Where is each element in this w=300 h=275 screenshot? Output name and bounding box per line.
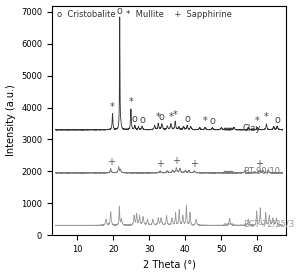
Text: *: *: [173, 110, 178, 120]
Text: o: o: [159, 112, 165, 122]
Text: Clay: Clay: [243, 124, 261, 133]
Text: *: *: [264, 112, 269, 122]
Text: *: *: [169, 112, 173, 122]
Text: BT-90/10: BT-90/10: [243, 167, 280, 176]
Text: BCT-72/25/3: BCT-72/25/3: [243, 219, 294, 229]
Text: *: *: [110, 102, 115, 112]
Text: o: o: [132, 114, 138, 124]
Text: +: +: [255, 158, 263, 169]
Text: *: *: [156, 112, 161, 122]
Y-axis label: Intensity (a.u.): Intensity (a.u.): [6, 84, 16, 156]
Text: o: o: [184, 114, 190, 124]
Text: *: *: [203, 116, 208, 126]
Text: o: o: [139, 114, 145, 125]
Text: +: +: [107, 157, 115, 167]
X-axis label: 2 Theta (°): 2 Theta (°): [143, 259, 196, 270]
Text: +: +: [156, 159, 164, 169]
Text: *: *: [255, 116, 260, 126]
Text: o  Cristobalite    *  Mullite    +  Sapphirine: o Cristobalite * Mullite + Sapphirine: [57, 10, 232, 19]
Text: o: o: [209, 116, 215, 126]
Text: o: o: [274, 114, 280, 125]
Text: +: +: [172, 156, 180, 166]
Text: o: o: [117, 6, 123, 16]
Text: *: *: [128, 97, 133, 107]
Text: +: +: [190, 159, 198, 169]
